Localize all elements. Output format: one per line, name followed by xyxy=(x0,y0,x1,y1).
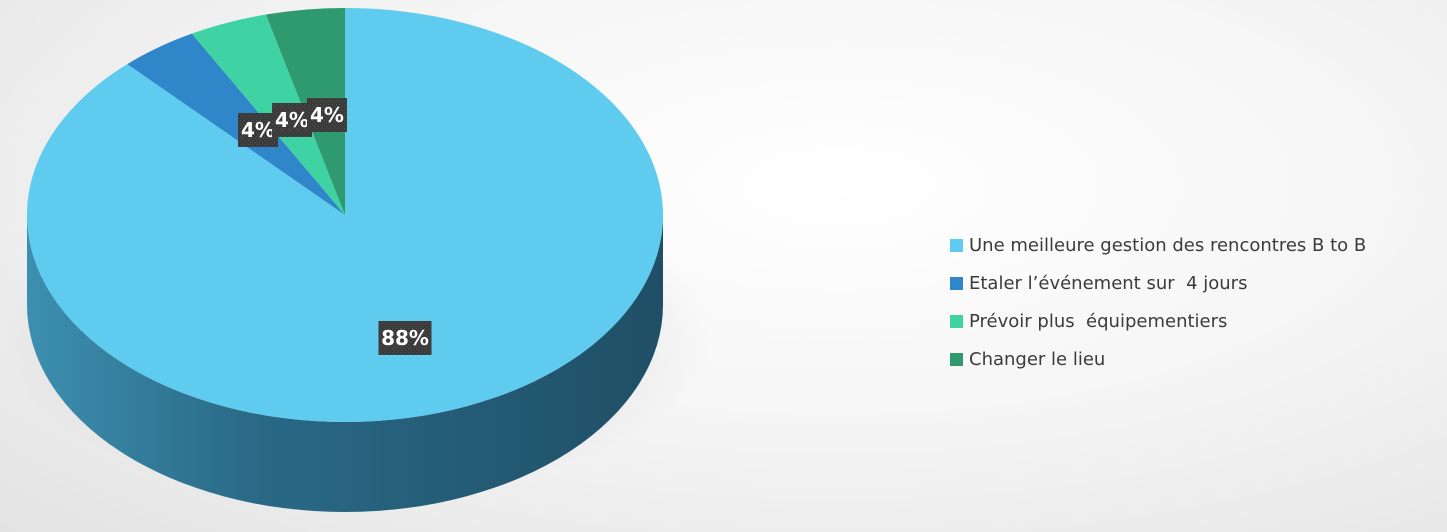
data-label-text: 88% xyxy=(381,326,429,350)
pie-slice-0 xyxy=(26,8,663,422)
legend-item: Etaler l’événement sur 4 jours xyxy=(950,270,1366,297)
data-label-box xyxy=(238,113,278,147)
legend-swatch-3 xyxy=(950,353,963,366)
legend-label: Prévoir plus équipementiers xyxy=(969,311,1228,332)
data-label-text: 4% xyxy=(241,118,275,142)
legend-swatch-1 xyxy=(950,277,963,290)
pie-side-wall xyxy=(27,215,663,512)
legend-item: Prévoir plus équipementiers xyxy=(950,308,1366,335)
data-label-box xyxy=(378,321,432,355)
legend-label: Une meilleure gestion des rencontres B t… xyxy=(969,235,1367,256)
legend-label: Changer le lieu xyxy=(969,349,1106,370)
data-label-box xyxy=(272,103,312,137)
legend-item: Une meilleure gestion des rencontres B t… xyxy=(950,232,1366,259)
legend-swatch-0 xyxy=(950,239,963,252)
legend-label: Etaler l’événement sur 4 jours xyxy=(969,273,1248,294)
legend-swatch-2 xyxy=(950,315,963,328)
data-label-box xyxy=(307,98,347,132)
pie-slice-1 xyxy=(127,33,345,215)
data-label-3: 4% xyxy=(307,98,347,132)
chart-legend: Une meilleure gestion des rencontres B t… xyxy=(950,232,1366,384)
data-label-0: 88% xyxy=(378,321,432,355)
data-label-1: 4% xyxy=(238,113,278,147)
data-label-text: 4% xyxy=(310,103,344,127)
legend-item: Changer le lieu xyxy=(950,346,1366,373)
data-label-2: 4% xyxy=(272,103,312,137)
data-label-text: 4% xyxy=(275,108,309,132)
